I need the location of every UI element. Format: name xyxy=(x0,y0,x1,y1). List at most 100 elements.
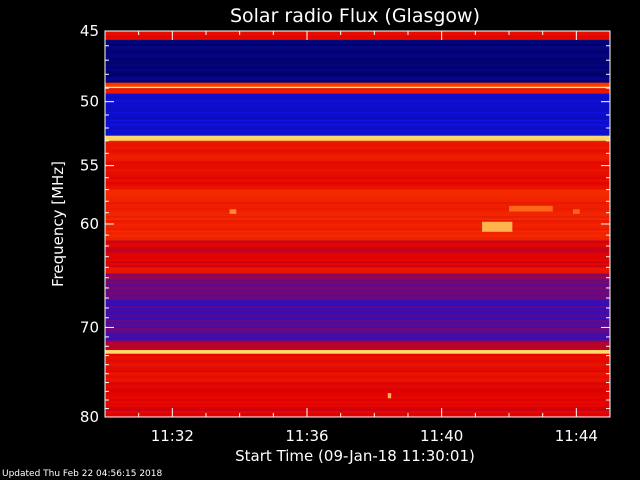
frequency-band xyxy=(105,347,610,351)
frequency-band xyxy=(105,125,610,128)
frequency-band xyxy=(105,165,610,168)
frequency-band xyxy=(105,350,610,353)
frequency-band xyxy=(105,56,610,59)
frequency-band xyxy=(105,291,610,295)
frequency-band xyxy=(105,201,610,205)
frequency-band xyxy=(105,58,610,61)
frequency-band xyxy=(105,359,610,363)
frequency-band xyxy=(105,313,610,317)
frequency-band xyxy=(105,271,610,274)
frequency-band xyxy=(105,62,610,65)
frequency-band xyxy=(105,273,610,276)
frequency-band xyxy=(105,70,610,73)
frequency-band xyxy=(105,279,610,283)
frequency-band xyxy=(105,171,610,174)
frequency-band xyxy=(105,203,610,207)
frequency-band xyxy=(105,240,610,243)
frequency-band xyxy=(105,107,610,110)
frequency-band xyxy=(105,99,610,102)
frequency-band xyxy=(105,41,610,45)
frequency-band xyxy=(105,35,610,38)
frequency-band xyxy=(105,117,610,120)
frequency-band xyxy=(105,335,610,338)
frequency-band xyxy=(105,317,610,321)
x-axis-title: Start Time (09-Jan-18 11:30:01) xyxy=(235,447,475,465)
x-tick-label: 11:44 xyxy=(555,427,598,445)
frequency-band xyxy=(105,155,610,158)
frequency-band xyxy=(105,307,610,311)
frequency-band xyxy=(105,129,610,132)
frequency-band xyxy=(105,236,610,239)
frequency-band xyxy=(105,315,610,319)
frequency-band xyxy=(105,177,610,180)
frequency-band xyxy=(105,364,610,367)
frequency-band xyxy=(105,402,610,406)
frequency-band xyxy=(105,147,610,150)
frequency-band xyxy=(105,339,610,342)
frequency-band xyxy=(105,257,610,260)
frequency-band xyxy=(105,54,610,57)
frequency-band xyxy=(105,394,610,398)
frequency-band xyxy=(105,281,610,285)
frequency-band xyxy=(105,396,610,400)
frequency-band xyxy=(105,157,610,160)
frequency-band xyxy=(105,205,610,209)
frequency-band xyxy=(105,113,610,116)
frequency-band xyxy=(105,277,610,280)
frequency-band xyxy=(105,131,610,134)
y-tick-label: 60 xyxy=(80,215,99,233)
frequency-band xyxy=(105,269,610,272)
radio-burst xyxy=(572,209,580,214)
frequency-band xyxy=(105,287,610,291)
frequency-band xyxy=(105,39,610,43)
frequency-band xyxy=(105,197,610,201)
frequency-band xyxy=(105,82,610,85)
frequency-band xyxy=(105,305,610,309)
frequency-band xyxy=(105,195,610,199)
frequency-band xyxy=(105,224,610,227)
frequency-band xyxy=(105,153,610,156)
frequency-band xyxy=(105,228,610,231)
frequency-band xyxy=(105,376,610,379)
frequency-band xyxy=(105,74,610,77)
frequency-band xyxy=(105,408,610,412)
frequency-band xyxy=(105,135,610,138)
frequency-band xyxy=(105,222,610,225)
frequency-band xyxy=(105,327,610,331)
frequency-band xyxy=(105,123,610,126)
frequency-band xyxy=(105,384,610,387)
frequency-band xyxy=(105,173,610,176)
frequency-band xyxy=(105,261,610,264)
frequency-band xyxy=(105,191,610,194)
frequency-band xyxy=(105,265,610,268)
frequency-band xyxy=(105,64,610,67)
frequency-band xyxy=(105,333,610,336)
frequency-band xyxy=(105,207,610,211)
frequency-band xyxy=(105,175,610,178)
frequency-band xyxy=(105,301,610,305)
frequency-band xyxy=(105,78,610,81)
y-tick-label: 70 xyxy=(80,318,99,336)
frequency-band xyxy=(105,345,610,349)
frequency-band xyxy=(105,293,610,297)
frequency-band xyxy=(105,31,610,34)
frequency-band xyxy=(105,298,610,301)
axes: 45 50 55 60 70 80 11:32 11:36 11:40 11:44 xyxy=(80,22,611,445)
frequency-band xyxy=(105,181,610,184)
frequency-band xyxy=(105,357,610,361)
frequency-band xyxy=(105,72,610,75)
frequency-band xyxy=(105,353,610,357)
frequency-band xyxy=(105,121,610,124)
y-tick-label: 55 xyxy=(80,157,99,175)
frequency-band xyxy=(105,52,610,55)
frequency-band xyxy=(105,343,610,347)
frequency-band xyxy=(105,60,610,63)
frequency-band xyxy=(105,400,610,404)
frequency-band xyxy=(105,167,610,170)
frequency-band xyxy=(105,337,610,340)
frequency-band xyxy=(105,68,610,71)
frequency-band xyxy=(105,414,610,418)
frequency-band xyxy=(105,189,610,192)
frequency-band xyxy=(105,199,610,203)
